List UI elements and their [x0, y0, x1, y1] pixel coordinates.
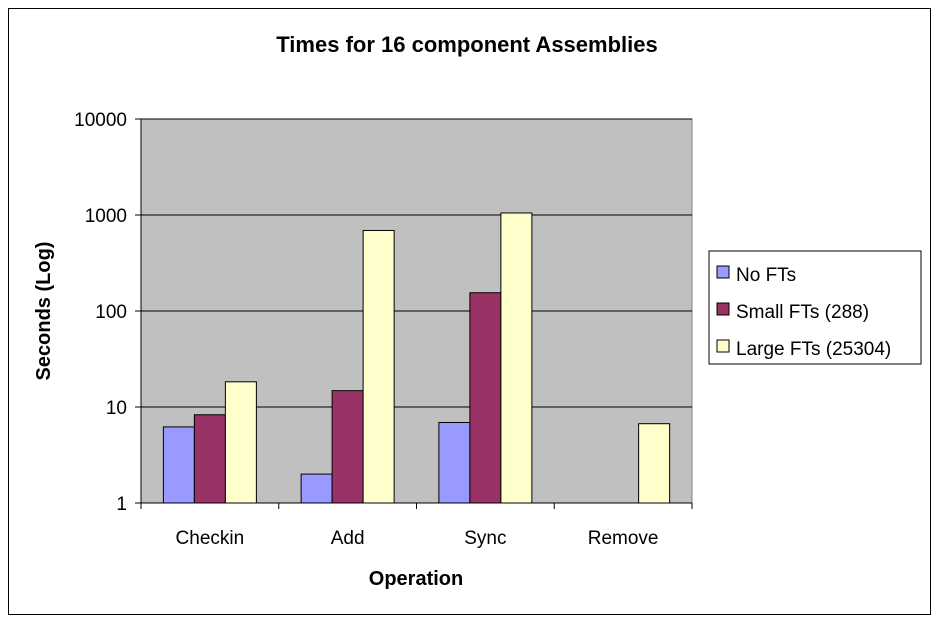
bar-small-fts-288-sync: [469, 292, 502, 504]
y-tick-labels: 1 10 100 1000 10000: [74, 110, 127, 515]
x-axis-title: Operation: [369, 568, 463, 590]
legend-label: No FTs: [736, 265, 796, 286]
bar-no-fts-sync: [438, 421, 471, 504]
legend-label: Small FTs (288): [736, 302, 869, 323]
axes: [135, 118, 693, 509]
bar-small-fts-288-checkin: [193, 414, 226, 504]
bar-large-fts-25304-checkin: [224, 381, 257, 504]
bar-large-fts-25304-remove: [638, 423, 671, 504]
bars: [162, 212, 671, 504]
bar-no-fts-add: [300, 473, 333, 504]
bar-no-fts-checkin: [162, 426, 195, 504]
y-tick-label: 1: [116, 494, 127, 515]
legend-box: [708, 250, 922, 365]
legend-label: Large FTs (25304): [736, 339, 891, 360]
legend-swatch: [716, 339, 730, 353]
x-tick-label: Remove: [588, 528, 659, 549]
x-tick-label: Sync: [464, 528, 506, 549]
x-tick-label: Add: [331, 528, 365, 549]
chart-title: Times for 16 component Assemblies: [276, 32, 657, 57]
legend-swatch: [716, 265, 730, 279]
bar-large-fts-25304-sync: [500, 212, 533, 504]
y-tick-label: 1000: [85, 206, 127, 227]
y-tick-label: 10: [106, 398, 127, 419]
y-tick-label: 100: [95, 302, 127, 323]
bar-small-fts-288-add: [331, 390, 364, 504]
x-tick-label: Checkin: [176, 528, 245, 549]
legend: No FTs Small FTs (288) Large FTs (25304): [708, 250, 922, 365]
y-tick-label: 10000: [74, 110, 127, 131]
y-axis-title: Seconds (Log): [33, 242, 55, 381]
bar-large-fts-25304-add: [362, 229, 395, 504]
legend-swatch: [716, 302, 730, 316]
x-tick-labels: Checkin Add Sync Remove: [176, 528, 659, 549]
